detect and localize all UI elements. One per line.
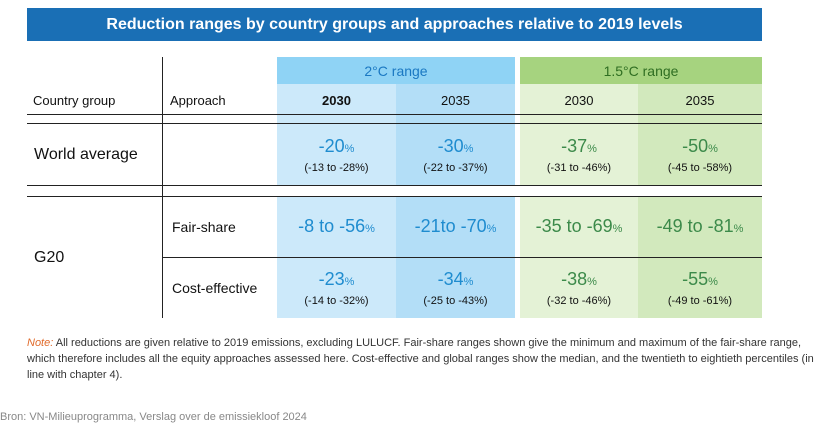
header-2c-2030: 2030	[322, 92, 351, 108]
table-title: Reduction ranges by country groups and a…	[27, 8, 762, 41]
bg-2c-2030	[277, 84, 396, 185]
value-fair-2c-2030: -8 to -56%	[298, 215, 375, 236]
value-cost-15c-2035: -55% (-49 to -61%)	[667, 269, 733, 307]
header-2c-range: 2°C range	[277, 57, 515, 84]
note-text: All reductions are given relative to 201…	[27, 337, 814, 381]
value-fair-2c-2035: -21to -70%	[414, 215, 497, 236]
table-note: Note: All reductions are given relative …	[27, 335, 817, 383]
header-15c-range: 1.5°C range	[520, 57, 762, 84]
header-15c-2035: 2035	[685, 92, 715, 108]
value-world-2c-2030: -20% (-13 to -28%)	[304, 135, 369, 174]
value-world-15c-2030: -37% (-31 to -46%)	[546, 135, 612, 174]
value-cost-2c-2030: -23% (-14 to -32%)	[304, 269, 369, 307]
value-world-15c-2035: -50% (-45 to -58%)	[667, 135, 733, 174]
header-15c-2030: 2030	[564, 92, 594, 108]
row-divider-world	[27, 185, 762, 186]
value-cost-15c-2030: -38% (-32 to -46%)	[546, 269, 612, 307]
value-fair-15c-2030: -35 to -69%	[535, 215, 623, 236]
bg-15c-2035	[638, 84, 762, 185]
row-divider-world-2	[27, 196, 762, 197]
column-divider	[162, 57, 163, 318]
value-cost-2c-2035: -34% (-25 to -43%)	[423, 269, 488, 307]
header-divider-2	[27, 123, 762, 124]
approach-fair-share: Fair-share	[172, 219, 236, 235]
note-label: Note:	[27, 337, 54, 349]
header-divider	[27, 114, 762, 115]
header-approach: Approach	[170, 92, 226, 108]
row-label-world-average: World average	[34, 145, 138, 163]
bg-15c-2030	[520, 84, 638, 185]
header-country-group: Country group	[33, 92, 116, 108]
row-divider-g20	[163, 257, 762, 258]
source-credit: Bron: VN-Milieuprogramma, Verslag over d…	[0, 411, 307, 423]
approach-cost-effective: Cost-effective	[172, 280, 258, 296]
value-fair-15c-2035: -49 to -81%	[656, 215, 744, 236]
row-label-g20: G20	[34, 248, 65, 266]
value-world-2c-2035: -30% (-22 to -37%)	[423, 135, 488, 174]
header-2c-2035: 2035	[441, 92, 470, 108]
bg-2c-2035	[396, 84, 515, 185]
